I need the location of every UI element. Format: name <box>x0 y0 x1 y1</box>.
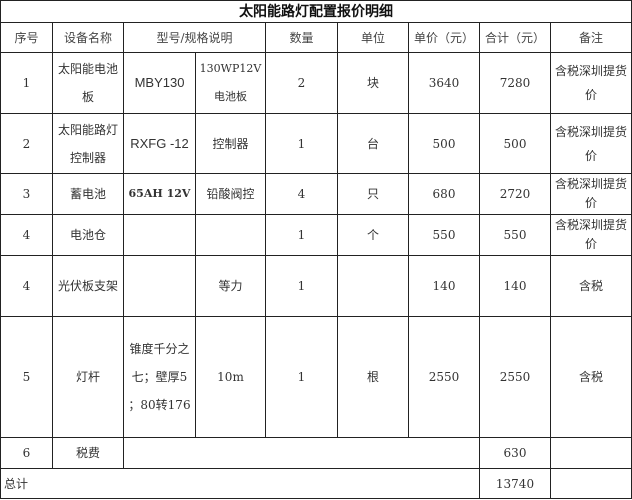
cell-note: 含税 <box>549 255 632 317</box>
table-row: 2 太阳能路灯控制器 RXFG -12 控制器 1 台 500 500 含税深圳… <box>0 113 632 174</box>
cell-total: 140 <box>479 255 551 317</box>
cell-unit: 个 <box>337 214 409 256</box>
cell-price: 500 <box>408 113 480 174</box>
cell-name: 太阳能电池板 <box>52 52 124 114</box>
header-name: 设备名称 <box>52 22 124 53</box>
cell-no: 4 <box>0 255 53 317</box>
cell-qty: 1 <box>265 255 338 317</box>
cell-empty <box>123 437 480 469</box>
cell-note: 含税深圳提货价 <box>549 52 632 114</box>
cell-unit: 台 <box>337 113 409 174</box>
cell-price: 140 <box>408 255 480 317</box>
cell-no: 1 <box>0 52 53 114</box>
cell-qty: 1 <box>265 113 338 174</box>
header-total: 合计（元） <box>479 22 551 53</box>
cell-note: 含税深圳提货价 <box>549 113 632 174</box>
cell-no: 2 <box>0 113 53 174</box>
cell-unit: 根 <box>337 316 409 438</box>
cell-model: 65AH 12V <box>123 173 196 215</box>
cell-price: 680 <box>408 173 480 215</box>
cell-name: 蓄电池 <box>52 173 124 215</box>
cell-price: 2550 <box>408 316 480 438</box>
cell-model: RXFG -12 <box>123 113 196 174</box>
table-row: 5 灯杆 锥度千分之七；壁厚5 ；80转176 10m 1 根 2550 255… <box>0 316 632 438</box>
grand-total-value: 13740 <box>479 468 551 499</box>
cell-no: 5 <box>0 316 53 438</box>
cell-total: 7280 <box>479 52 551 114</box>
grand-total-row: 总计 13740 <box>0 468 632 499</box>
cell-model <box>123 214 196 256</box>
cell-no: 4 <box>0 214 53 256</box>
cell-unit: 只 <box>337 173 409 215</box>
cell-qty: 1 <box>265 316 338 438</box>
cell-name: 太阳能路灯控制器 <box>52 113 124 174</box>
table-row: 4 光伏板支架 等力 1 140 140 含税 <box>0 255 632 317</box>
header-model: 型号/规格说明 <box>123 22 266 53</box>
cell-no: 6 <box>0 437 53 469</box>
cell-spec: 铅酸阀控 <box>195 173 266 215</box>
cell-qty: 2 <box>265 52 338 114</box>
cell-total: 500 <box>479 113 551 174</box>
table-row: 4 电池仓 1 个 550 550 含税深圳提货价 <box>0 214 632 256</box>
header-qty: 数量 <box>265 22 338 53</box>
cell-total: 550 <box>479 214 551 256</box>
header-unit: 单位 <box>337 22 409 53</box>
cell-note: 含税 <box>549 316 632 438</box>
cell-note <box>549 468 632 499</box>
cell-model: 锥度千分之七；壁厚5 ；80转176 <box>123 316 196 438</box>
cell-spec: 控制器 <box>195 113 266 174</box>
cell-note <box>549 437 632 469</box>
cell-note: 含税深圳提货价 <box>549 214 632 256</box>
cell-note: 含税深圳提货价 <box>549 173 632 215</box>
table-row: 1 太阳能电池板 MBY130 130WP12V电池板 2 块 3640 728… <box>0 52 632 114</box>
cell-total: 2720 <box>479 173 551 215</box>
tax-row: 6 税费 630 <box>0 437 632 469</box>
cell-total: 2550 <box>479 316 551 438</box>
table-title: 太阳能路灯配置报价明细 <box>0 0 632 23</box>
table-row: 3 蓄电池 65AH 12V 铅酸阀控 4 只 680 2720 含税深圳提货价 <box>0 173 632 215</box>
cell-name: 电池仓 <box>52 214 124 256</box>
cell-spec: 130WP12V电池板 <box>195 52 266 114</box>
cell-spec: 等力 <box>195 255 266 317</box>
header-no: 序号 <box>0 22 53 53</box>
cell-unit: 块 <box>337 52 409 114</box>
cell-name: 光伏板支架 <box>52 255 124 317</box>
header-note: 备注 <box>549 22 632 53</box>
header-price: 单价（元） <box>408 22 480 53</box>
cell-model: MBY130 <box>123 52 196 114</box>
cell-name: 灯杆 <box>52 316 124 438</box>
cell-price: 550 <box>408 214 480 256</box>
grand-total-label: 总计 <box>0 468 480 499</box>
cell-spec <box>195 214 266 256</box>
cell-total: 630 <box>479 437 551 469</box>
cell-price: 3640 <box>408 52 480 114</box>
cell-name: 税费 <box>52 437 124 469</box>
cell-qty: 1 <box>265 214 338 256</box>
cell-unit <box>337 255 409 317</box>
cell-spec: 10m <box>195 316 266 438</box>
cell-model <box>123 255 196 317</box>
cell-qty: 4 <box>265 173 338 215</box>
cell-no: 3 <box>0 173 53 215</box>
